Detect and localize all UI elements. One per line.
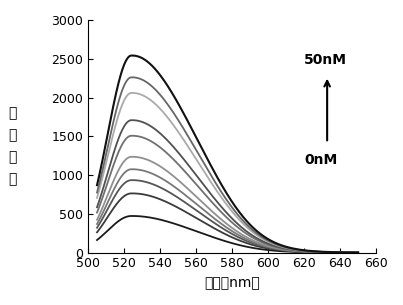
Text: 50nM: 50nM [304,52,347,66]
Text: 光: 光 [8,128,16,142]
X-axis label: 波长（nm）: 波长（nm） [204,276,260,290]
Text: 荧: 荧 [8,106,16,120]
Text: 强: 强 [8,150,16,164]
Text: 度: 度 [8,172,16,186]
Text: 0nM: 0nM [304,152,337,167]
